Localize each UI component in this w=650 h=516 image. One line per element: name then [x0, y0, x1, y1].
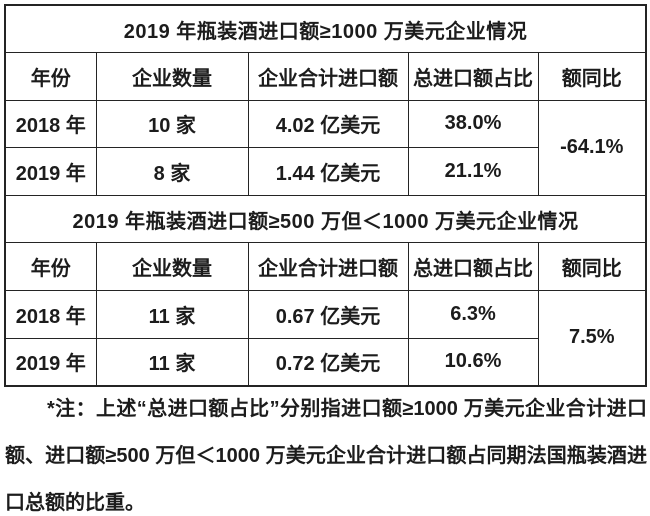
cell-import-total: 0.67 亿美元 — [247, 290, 409, 339]
cell-year: 2019 年 — [4, 337, 97, 387]
table2-header-count: 企业数量 — [95, 242, 249, 292]
table2-header-yoy: 额同比 — [537, 242, 647, 292]
table1-title-row: 2019 年瓶装酒进口额≥1000 万美元企业情况 — [4, 4, 647, 54]
table2-header-total: 企业合计进口额 — [247, 242, 409, 292]
table2-header-row: 年份 企业数量 企业合计进口额 总进口额占比 额同比 — [4, 242, 647, 292]
table2-title-row: 2019 年瓶装酒进口额≥500 万但＜1000 万美元企业情况 — [4, 194, 647, 244]
cell-import-share: 10.6% — [407, 337, 539, 387]
table2-header-share: 总进口额占比 — [407, 242, 539, 292]
cell-import-total: 1.44 亿美元 — [247, 147, 409, 196]
cell-company-count: 11 家 — [95, 290, 249, 339]
table1-header-yoy: 额同比 — [537, 52, 647, 101]
footnote-text: *注：上述“总进口额占比”分别指进口额≥1000 万美元企业合计进口额、进口额≥… — [5, 398, 647, 514]
table1-row-2019: 2019 年 8 家 1.44 亿美元 21.1% — [4, 147, 646, 196]
import-report-table: 2019 年瓶装酒进口额≥1000 万美元企业情况 年份 企业数量 企业合计进口… — [4, 4, 648, 387]
table2-title: 2019 年瓶装酒进口额≥500 万但＜1000 万美元企业情况 — [4, 194, 647, 244]
table1-header-total: 企业合计进口额 — [247, 52, 409, 101]
table1-header-count: 企业数量 — [95, 52, 249, 101]
cell-company-count: 8 家 — [95, 147, 249, 196]
table1-header-share: 总进口额占比 — [407, 52, 539, 101]
table1-row-2018: 2018 年 10 家 4.02 亿美元 38.0% -64.1% — [4, 99, 647, 196]
cell-import-total: 0.72 亿美元 — [247, 337, 409, 387]
table1-title: 2019 年瓶装酒进口额≥1000 万美元企业情况 — [4, 4, 647, 54]
cell-import-share: 6.3% — [407, 290, 539, 339]
cell-yoy-merged: -64.1% — [537, 99, 647, 196]
cell-company-count: 11 家 — [95, 337, 249, 387]
cell-company-count: 10 家 — [95, 99, 249, 149]
cell-yoy-merged: 7.5% — [537, 290, 647, 387]
table1-header-row: 年份 企业数量 企业合计进口额 总进口额占比 额同比 — [4, 52, 647, 101]
table1-header-year: 年份 — [4, 52, 97, 101]
table2-row-2019: 2019 年 11 家 0.72 亿美元 10.6% — [4, 337, 646, 387]
cell-import-total: 4.02 亿美元 — [247, 99, 409, 149]
cell-import-share: 21.1% — [407, 147, 539, 196]
cell-year: 2019 年 — [4, 147, 97, 196]
cell-import-share: 38.0% — [407, 99, 539, 149]
table2-header-year: 年份 — [4, 242, 97, 292]
cell-year: 2018 年 — [4, 99, 97, 149]
table2-row-2018: 2018 年 11 家 0.67 亿美元 6.3% 7.5% — [4, 290, 647, 387]
cell-year: 2018 年 — [4, 290, 97, 339]
